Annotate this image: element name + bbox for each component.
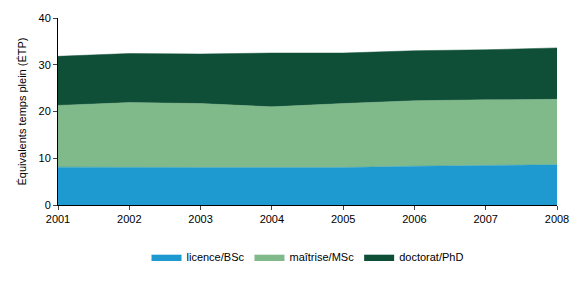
svg-text:2001: 2001 [46,213,70,225]
svg-text:2007: 2007 [473,213,497,225]
svg-text:2008: 2008 [545,213,569,225]
svg-text:licence/BSc: licence/BSc [187,251,245,263]
svg-text:2005: 2005 [331,213,355,225]
svg-text:2002: 2002 [117,213,141,225]
svg-text:maîtrise/MSc: maîtrise/MSc [289,251,354,263]
svg-text:doctorat/PhD: doctorat/PhD [399,251,463,263]
svg-text:2003: 2003 [188,213,212,225]
svg-text:Équivalents temps plein (ÉTP): Équivalents temps plein (ÉTP) [16,38,28,186]
svg-text:20: 20 [39,105,51,117]
svg-text:40: 40 [39,12,51,24]
svg-text:0: 0 [45,199,51,211]
svg-text:2006: 2006 [402,213,426,225]
svg-text:10: 10 [39,152,51,164]
svg-text:30: 30 [39,59,51,71]
svg-text:2004: 2004 [260,213,284,225]
